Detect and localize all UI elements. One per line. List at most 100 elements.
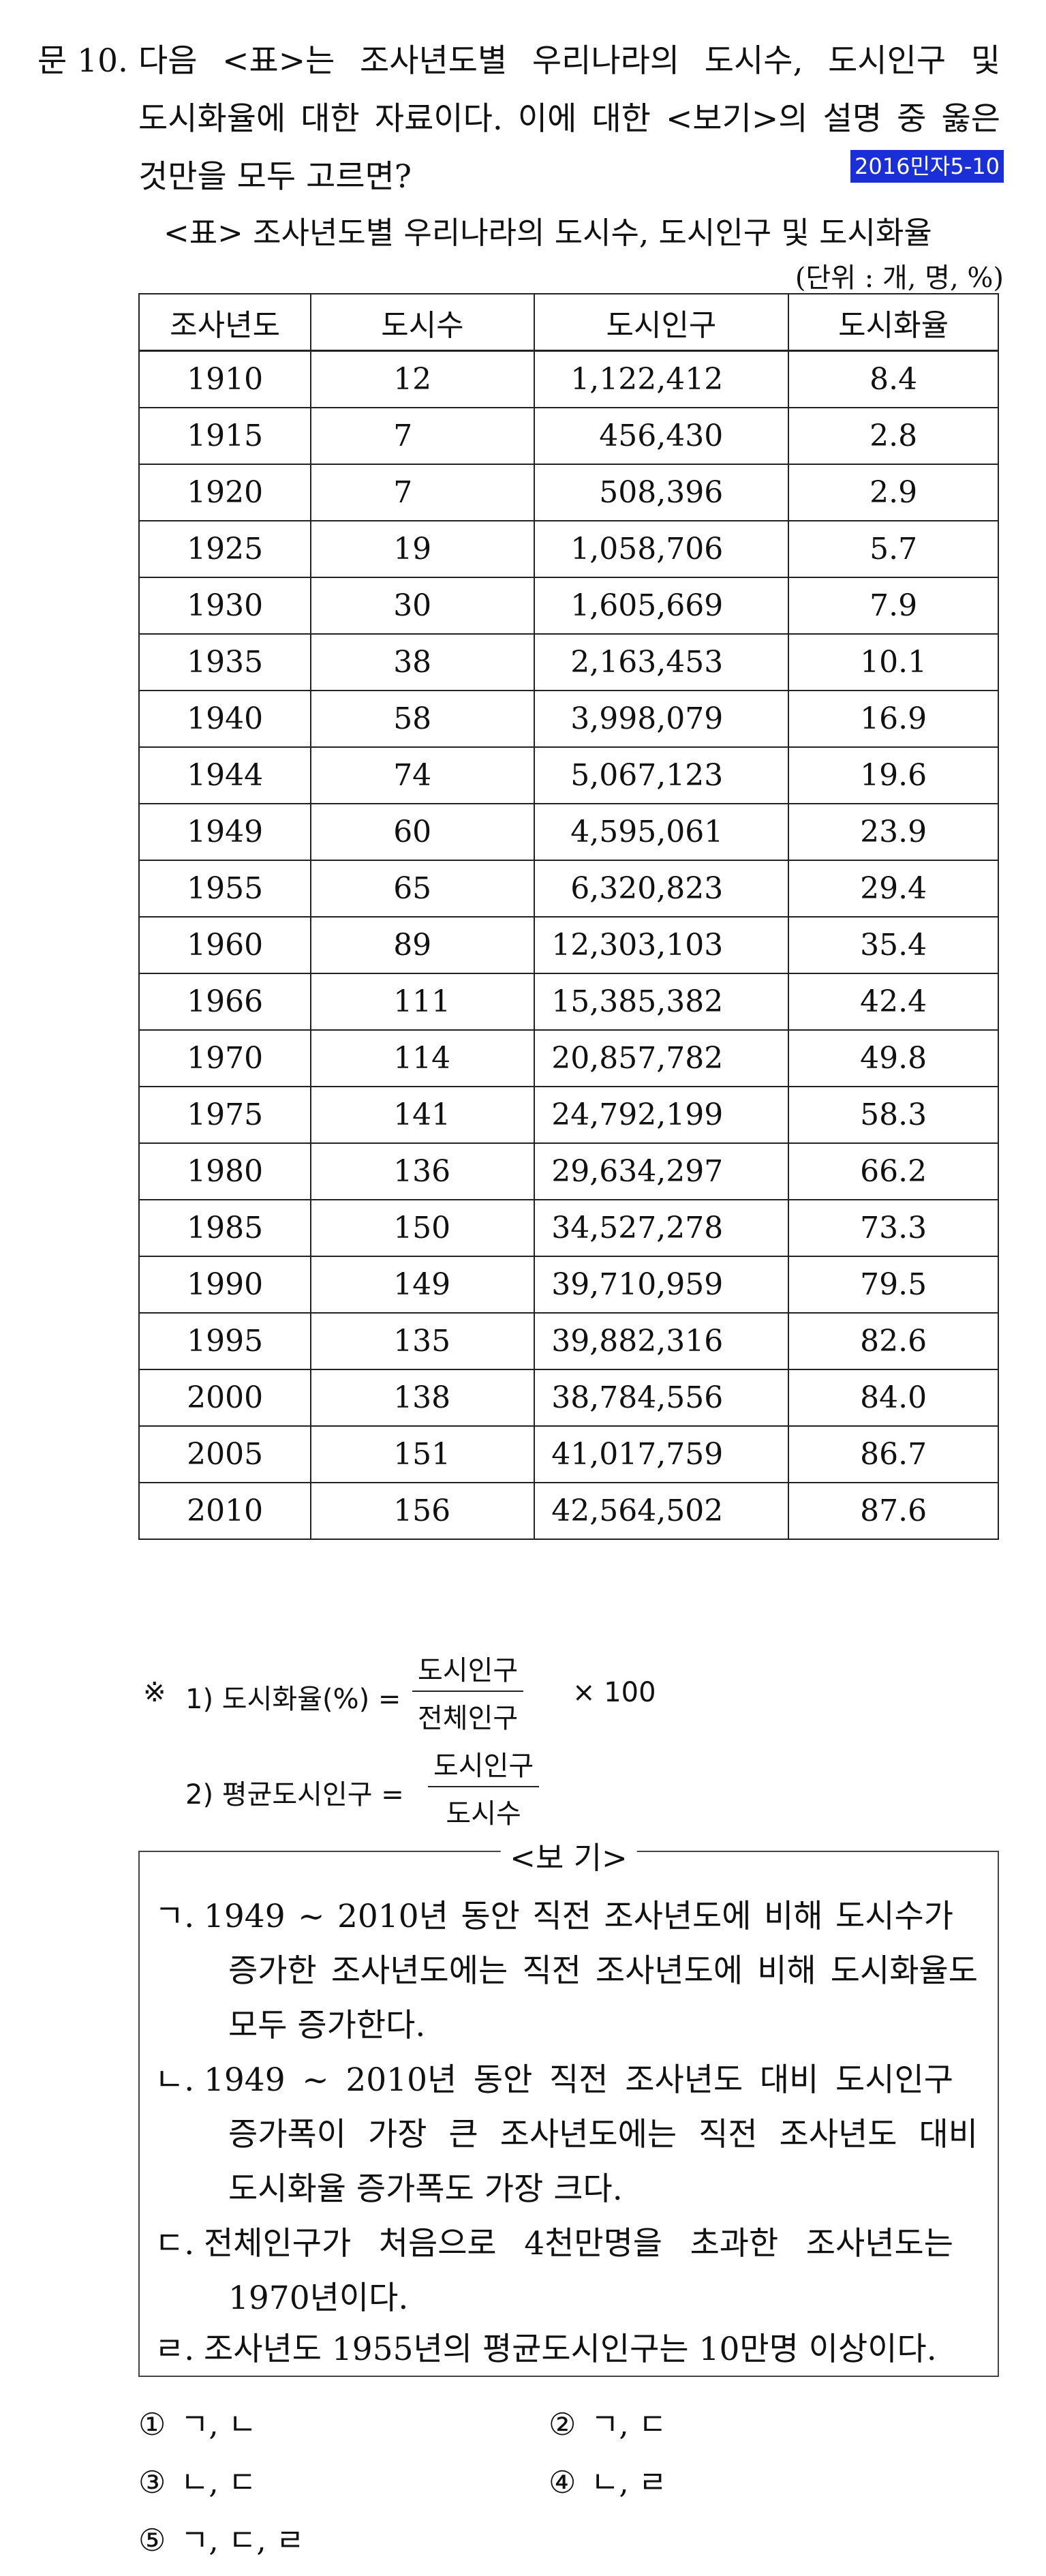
bogi-text: 1949 ~ 2010년 동안 직전 조사년도에 비해 도시수가	[204, 1898, 953, 1935]
option-text: ㄱ, ㄷ	[591, 2406, 667, 2442]
table-row: 1949 60 4,595,061 23.9	[138, 803, 999, 861]
table-row: 1955 65 6,320,823 29.4	[138, 860, 999, 918]
option-number: ④	[549, 2464, 576, 2500]
table-row: 1960 89 12,303,103 35.4	[138, 916, 999, 974]
bogi-marker: ㄴ.	[155, 2061, 195, 2099]
bogi-box: <보 기> ㄱ. 1949 ~ 2010년 동안 직전 조사년도에 비해 도시수가…	[138, 1833, 999, 2377]
option-5[interactable]: ⑤ ㄱ, ㄷ, ㄹ	[138, 2515, 304, 2560]
data-table: 조사년도 도시수 도시인구 도시화율 1910 12 1,122,412 8.4 191…	[138, 293, 999, 1540]
header-urban-population: 도시인구	[533, 293, 790, 352]
table-row: 1915 7 456,430 2.8	[138, 407, 999, 465]
table-row: 1985 150 34,527,278 73.3	[138, 1199, 999, 1257]
table-body: 1910 12 1,122,412 8.4 1915 7 456,430 2.8 1920 7 50…	[138, 350, 999, 1540]
cell-urbanization-rate: 58.3	[788, 1086, 999, 1144]
table-row: 1910 12 1,122,412 8.4	[138, 350, 999, 408]
cell-urban-population: 12,303,103	[533, 916, 790, 974]
fraction-bar	[428, 1786, 540, 1787]
cell-year: 1985	[138, 1199, 312, 1257]
bogi-title: <보 기>	[500, 1833, 637, 1877]
cell-city-count: 19	[310, 520, 535, 578]
cell-year: 1949	[138, 803, 312, 861]
bogi-text: 조사년도 1955년의 평균도시인구는 10만명 이상이다.	[204, 2331, 937, 2368]
cell-urbanization-rate: 7.9	[788, 577, 999, 635]
note-2-numerator: 도시인구	[433, 1751, 534, 1782]
option-1[interactable]: ① ㄱ, ㄴ	[138, 2399, 256, 2444]
cell-urbanization-rate: 86.7	[788, 1425, 999, 1483]
bogi-text: 1949 ~ 2010년 동안 직전 조사년도 대비 도시인구	[204, 2061, 953, 2099]
cell-city-count: 136	[310, 1142, 535, 1200]
bogi-item-b: ㄴ. 1949 ~ 2010년 동안 직전 조사년도 대비 도시인구	[155, 2053, 953, 2100]
cell-urbanization-rate: 16.9	[788, 690, 999, 748]
option-number: ⑤	[138, 2522, 166, 2558]
cell-urban-population: 38,784,556	[533, 1369, 790, 1427]
table-row: 1944 74 5,067,123 19.6	[138, 746, 999, 804]
cell-urbanization-rate: 49.8	[788, 1029, 999, 1087]
bogi-text: 모두 증가한다.	[228, 2007, 426, 2044]
cell-urban-population: 39,882,316	[533, 1312, 790, 1370]
cell-urban-population: 15,385,382	[533, 973, 790, 1031]
cell-urbanization-rate: 66.2	[788, 1142, 999, 1200]
cell-urbanization-rate: 8.4	[788, 350, 999, 408]
cell-urban-population: 39,710,959	[533, 1256, 790, 1314]
bogi-item-c: ㄷ. 전체인구가 처음으로 4천만명을 초과한 조사년도는	[155, 2217, 953, 2264]
cell-year: 1955	[138, 860, 312, 918]
header-urbanization-rate: 도시화율	[788, 293, 999, 352]
bogi-item-a: ㄱ. 1949 ~ 2010년 동안 직전 조사년도에 비해 도시수가	[155, 1890, 953, 1937]
note-1-fraction: 도시인구 전체인구	[412, 1648, 524, 1736]
table-row: 1920 7 508,396 2.9	[138, 464, 999, 521]
cell-urban-population: 34,527,278	[533, 1199, 790, 1257]
bogi-text: 도시화율 증가폭도 가장 크다.	[228, 2170, 623, 2208]
cell-year: 1910	[138, 350, 312, 408]
cell-urban-population: 20,857,782	[533, 1029, 790, 1087]
option-text: ㄴ, ㄹ	[591, 2464, 667, 2500]
note-1-denominator: 전체인구	[418, 1703, 519, 1734]
option-text: ㄱ, ㄷ, ㄹ	[181, 2522, 305, 2558]
cell-urbanization-rate: 73.3	[788, 1199, 999, 1257]
note-2-label: 2) 평균도시인구 =	[185, 1779, 404, 1810]
cell-urban-population: 29,634,297	[533, 1142, 790, 1200]
table-row: 1935 38 2,163,453 10.1	[138, 633, 999, 691]
cell-urbanization-rate: 42.4	[788, 973, 999, 1031]
cell-urban-population: 3,998,079	[533, 690, 790, 748]
cell-year: 1935	[138, 633, 312, 691]
table-row: 1990 149 39,710,959 79.5	[138, 1256, 999, 1314]
cell-urbanization-rate: 29.4	[788, 860, 999, 918]
cell-year: 1990	[138, 1256, 312, 1314]
cell-year: 2000	[138, 1369, 312, 1427]
option-4[interactable]: ④ ㄴ, ㄹ	[549, 2457, 666, 2502]
cell-urban-population: 2,163,453	[533, 633, 790, 691]
option-number: ①	[138, 2406, 166, 2442]
table-row: 2010 156 42,564,502 87.6	[138, 1482, 999, 1540]
cell-urban-population: 508,396	[533, 464, 790, 521]
cell-year: 1995	[138, 1312, 312, 1370]
table-row: 1980 136 29,634,297 66.2	[138, 1142, 999, 1200]
cell-year: 2010	[138, 1482, 312, 1540]
bogi-text: 1970년이다.	[228, 2279, 409, 2317]
note-1-label: 1) 도시화율(%) =	[185, 1684, 401, 1715]
cell-urban-population: 1,058,706	[533, 520, 790, 578]
cell-urbanization-rate: 2.8	[788, 407, 999, 465]
cell-urbanization-rate: 19.6	[788, 746, 999, 804]
bogi-marker: ㄹ.	[155, 2331, 195, 2368]
note-1-suffix: × 100	[572, 1677, 656, 1708]
question-number: 문 10.	[37, 42, 128, 80]
cell-city-count: 135	[310, 1312, 535, 1370]
table-row: 1966 111 15,385,382 42.4	[138, 973, 999, 1031]
table-row: 1930 30 1,605,669 7.9	[138, 577, 999, 635]
option-2[interactable]: ② ㄱ, ㄷ	[549, 2399, 666, 2444]
cell-city-count: 60	[310, 803, 535, 861]
question-text-line-3: 것만을 모두 고르면?	[138, 158, 412, 196]
cell-year: 1925	[138, 520, 312, 578]
option-3[interactable]: ③ ㄴ, ㄷ	[138, 2457, 256, 2502]
cell-city-count: 38	[310, 633, 535, 691]
cell-city-count: 74	[310, 746, 535, 804]
fraction-bar	[412, 1691, 524, 1692]
cell-urbanization-rate: 23.9	[788, 803, 999, 861]
note-mark: ※	[143, 1677, 166, 1708]
cell-urbanization-rate: 2.9	[788, 464, 999, 521]
cell-city-count: 58	[310, 690, 535, 748]
bogi-text: 증가폭이 가장 큰 조사년도에는 직전 조사년도 대비	[228, 2116, 978, 2153]
table-header-row: 조사년도 도시수 도시인구 도시화율	[138, 293, 999, 352]
table-row: 1975 141 24,792,199 58.3	[138, 1086, 999, 1144]
cell-city-count: 114	[310, 1029, 535, 1087]
